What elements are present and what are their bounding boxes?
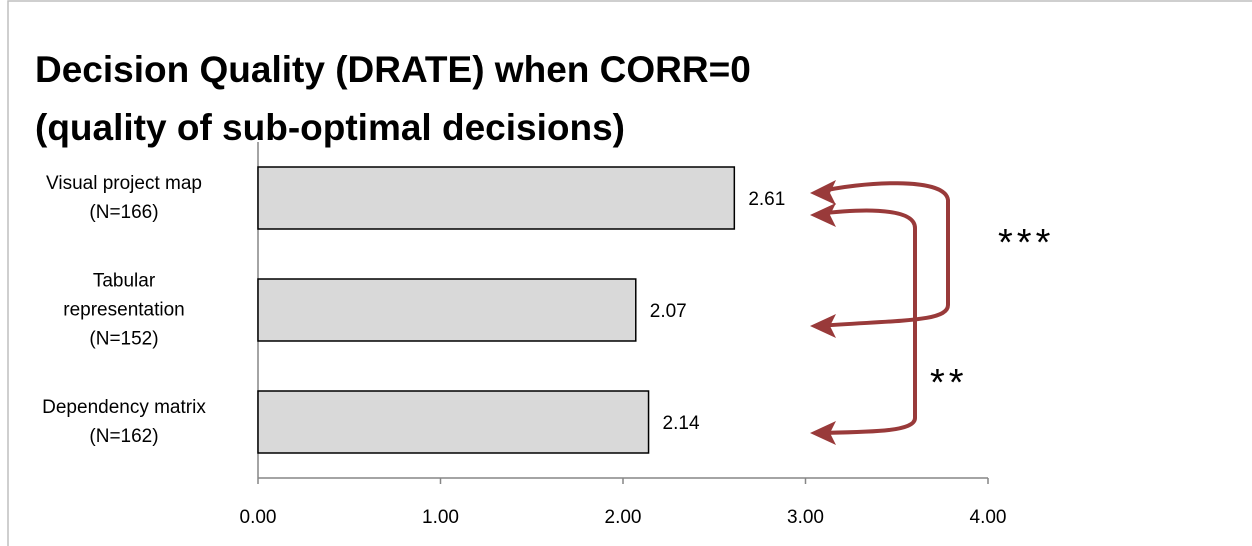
arrowheads xyxy=(810,180,836,445)
bar xyxy=(257,390,650,454)
annotation: ** xyxy=(930,362,968,404)
x-tick-label: 1.00 xyxy=(422,507,459,528)
significance-arrows xyxy=(817,181,950,435)
value-label: 2.14 xyxy=(663,413,700,434)
arrowhead xyxy=(810,203,836,227)
arrowhead xyxy=(810,421,836,445)
x-tick-label: 2.00 xyxy=(605,507,642,528)
bar xyxy=(257,278,637,342)
x-tick-label: 0.00 xyxy=(240,507,277,528)
arrowhead xyxy=(810,314,836,338)
annotation: *** xyxy=(998,222,1054,264)
x-tick-label: 4.00 xyxy=(970,507,1007,528)
bar xyxy=(257,166,736,230)
y-tick-label: Visual project map (N=166) xyxy=(46,173,202,223)
value-label: 2.07 xyxy=(650,301,687,322)
frame xyxy=(7,0,1252,546)
chart-subtitle: (quality of sub-optimal decisions) xyxy=(35,107,625,148)
arrow-1 xyxy=(817,181,950,328)
y-tick-label: Tabular representation (N=152) xyxy=(63,270,185,350)
value-label: 2.61 xyxy=(748,189,785,210)
chart-title: Decision Quality (DRATE) when CORR=0 xyxy=(35,49,751,90)
arrowhead xyxy=(810,180,836,205)
y-tick-label: Dependency matrix (N=162) xyxy=(42,397,206,447)
arrow-2 xyxy=(817,208,917,435)
x-tick-label: 3.00 xyxy=(787,507,824,528)
